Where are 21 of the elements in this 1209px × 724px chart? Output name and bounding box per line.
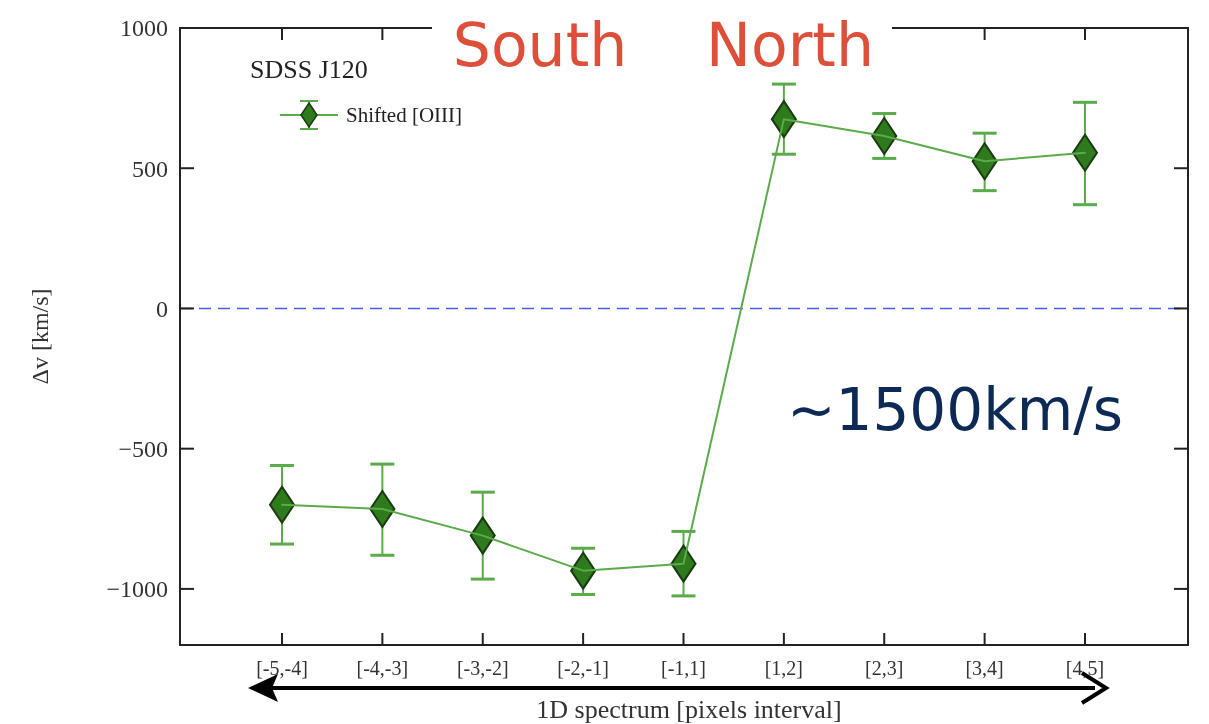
y-tick-label: 1000 — [120, 15, 168, 42]
legend-label: Shifted [OIII] — [346, 103, 463, 128]
y-tick-label: −500 — [118, 436, 168, 463]
y-tick-label: 0 — [156, 295, 168, 322]
x-tick-label: [-3,-2] — [456, 657, 509, 679]
x-tick-label: [1,2] — [764, 657, 804, 679]
x-axis-title: 1D spectrum [pixels interval] — [536, 695, 842, 724]
y-tick-label: 500 — [132, 155, 168, 182]
x-tick-label: [4,5] — [1065, 657, 1105, 679]
annotation: North — [706, 10, 874, 80]
y-axis-title: Δv [km/s] — [27, 288, 53, 385]
x-tick-label: [-5,-4] — [256, 657, 308, 679]
annotation: South — [452, 10, 628, 80]
x-tick-label: [-1,1] — [661, 657, 706, 679]
text: SDSS J120 — [250, 55, 368, 84]
x-tick-label: [-4,-3] — [356, 657, 409, 679]
x-tick-label: [3,4] — [965, 657, 1004, 679]
x-tick-label: [2,3] — [865, 657, 904, 679]
x-tick-label: [-2,-1] — [557, 657, 609, 679]
y-tick-label: −1000 — [106, 576, 168, 603]
annotation: ~1500km/s — [786, 376, 1124, 445]
